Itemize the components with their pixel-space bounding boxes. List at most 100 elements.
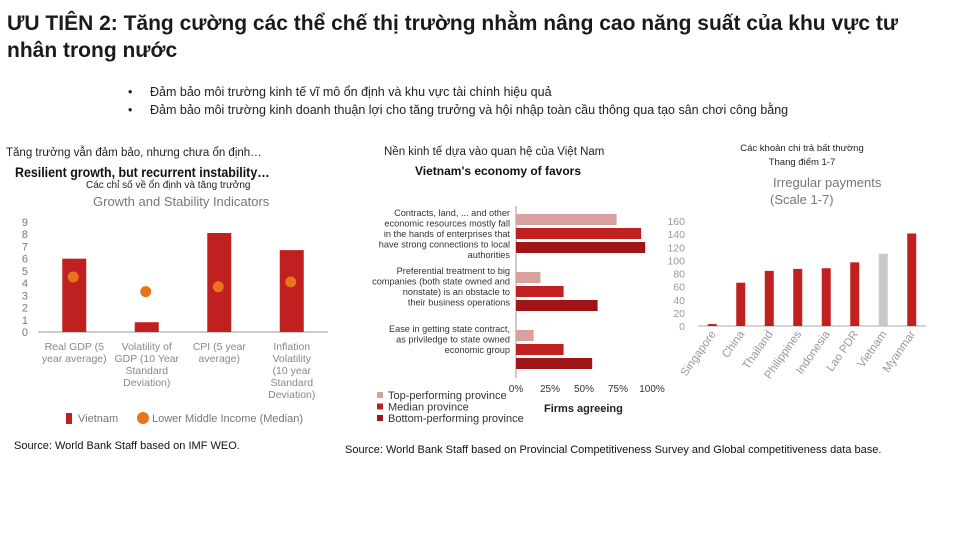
y-tick-label: 60 <box>673 282 685 294</box>
point-lmi-median <box>140 286 152 298</box>
bar-vietnam <box>279 250 304 332</box>
x-tick-label: Standard <box>125 365 168 377</box>
bullet-text: Đảm bảo môi trường kinh doanh thuận lợi … <box>150 102 789 117</box>
y-category-label: have strong connections to local <box>379 240 510 250</box>
y-category-label: Ease in getting state contract, <box>389 324 510 334</box>
x-tick-label: Singapore <box>679 329 719 379</box>
x-tick-label: (10 year <box>272 365 311 377</box>
bar-bottom <box>516 358 593 369</box>
left-en-sub: Growth and Stability Indicators <box>93 194 270 209</box>
right-en-title: Irregular payments <box>773 175 882 190</box>
bullet-item: • Đảm bảo môi trường kinh tế vĩ mô ổn đị… <box>128 84 848 102</box>
bullet-list: • Đảm bảo môi trường kinh tế vĩ mô ổn đị… <box>128 84 848 119</box>
legend-swatch <box>377 415 383 421</box>
bar-thailand <box>764 270 774 326</box>
bar-bottom <box>516 300 598 311</box>
y-category-label: Preferential treatment to big <box>397 266 510 276</box>
y-tick-label: 20 <box>673 308 685 320</box>
legend-label-vietnam: Vietnam <box>78 413 118 425</box>
y-category-label: economic group <box>445 345 510 355</box>
y-category-label: companies (both state owned and <box>372 277 510 287</box>
x-tick-label: China <box>720 328 747 360</box>
bullet-text: Đảm bảo môi trường kinh tế vĩ mô ổn định… <box>150 85 552 99</box>
middle-source: Source: World Bank Staff based on Provin… <box>345 444 882 456</box>
x-tick-label: Deviation) <box>123 377 170 389</box>
y-tick-label: 7 <box>22 241 28 253</box>
left-vn-caption: Tăng trưởng vẫn đảm bảo, nhưng chưa ổn đ… <box>6 147 262 159</box>
bar-vietnam <box>134 322 159 332</box>
x-tick-label: 100% <box>639 384 665 395</box>
bar-indonesia <box>821 268 831 326</box>
bar-philippines <box>793 268 803 326</box>
right-en-sub: (Scale 1-7) <box>770 192 834 207</box>
y-tick-label: 120 <box>667 242 685 254</box>
y-tick-label: 80 <box>673 269 685 281</box>
y-tick-label: 5 <box>22 266 28 278</box>
legend-label-lmi: Lower Middle Income (Median) <box>152 413 303 425</box>
x-tick-label: GDP (10 Year <box>114 353 179 365</box>
legend-label: Median province <box>388 402 469 414</box>
bar-myanmar <box>907 233 917 326</box>
bar-bottom <box>516 242 646 253</box>
y-tick-label: 40 <box>673 295 685 307</box>
legend-label: Bottom-performing province <box>388 413 524 425</box>
y-tick-label: 3 <box>22 290 28 302</box>
y-tick-label: 1 <box>22 315 28 327</box>
middle-vn-caption: Nền kinh tế dựa vào quan hệ của Việt Nam <box>384 146 605 158</box>
bar-top <box>516 330 534 341</box>
y-tick-label: 6 <box>22 254 28 266</box>
y-tick-label: 160 <box>667 216 685 228</box>
x-tick-label: average) <box>199 353 240 365</box>
x-tick-label: 75% <box>608 384 628 395</box>
y-category-label: their business operations <box>408 298 511 308</box>
bullet-item: • Đảm bảo môi trường kinh doanh thuận lợ… <box>128 102 848 120</box>
x-tick-label: year average) <box>42 353 107 365</box>
x-tick-label: Deviation) <box>268 389 315 401</box>
legend-swatch-lmi <box>137 412 149 424</box>
bullet-dot: • <box>128 102 133 117</box>
legend-label: Top-performing province <box>388 390 507 402</box>
bar-vietnam <box>62 258 87 332</box>
point-lmi-median <box>67 271 79 283</box>
y-tick-label: 140 <box>667 229 685 241</box>
point-lmi-median <box>285 276 297 288</box>
point-lmi-median <box>212 281 224 293</box>
left-source: Source: World Bank Staff based on IMF WE… <box>14 440 240 452</box>
bullet-dot: • <box>128 85 133 99</box>
x-tick-label: Volatility of <box>122 341 172 353</box>
bar-china <box>736 282 746 326</box>
y-tick-label: 0 <box>22 327 28 339</box>
x-axis-title: Firms agreeing <box>544 403 623 415</box>
middle-en-title: Vietnam's economy of favors <box>415 164 582 178</box>
left-vn-sub: Các chỉ số về ổn định và tăng trưởng <box>86 180 251 191</box>
y-tick-label: 4 <box>22 278 28 290</box>
y-tick-label: 2 <box>22 303 28 315</box>
right-vn-caption-1: Các khoản chi trả bất thường <box>740 143 864 154</box>
bar-median <box>516 344 564 355</box>
x-tick-label: Standard <box>270 377 313 389</box>
right-vn-caption-2: Thang điểm 1-7 <box>768 157 836 168</box>
x-tick-label: 25% <box>540 384 560 395</box>
bar-top <box>516 214 617 225</box>
y-category-label: authorities <box>468 250 511 260</box>
x-tick-label: 50% <box>574 384 594 395</box>
bar-singapore <box>707 324 717 326</box>
bar-median <box>516 228 642 239</box>
x-tick-label: Inflation <box>273 341 310 353</box>
x-tick-label: CPI (5 year <box>193 341 247 353</box>
y-category-label: in the hands of enterprises that <box>384 229 511 239</box>
x-tick-label: 0% <box>509 384 524 395</box>
y-category-label: as priviledge to state owned <box>396 335 510 345</box>
left-en-title: Resilient growth, but recurrent instabil… <box>15 165 270 180</box>
legend-swatch <box>377 403 383 410</box>
x-tick-label: Volatility <box>272 353 311 365</box>
y-category-label: economic resources mostly fall <box>384 219 510 229</box>
legend-swatch <box>377 392 383 398</box>
bar-median <box>516 286 564 297</box>
bar-vietnam <box>878 253 888 326</box>
y-tick-label: 100 <box>667 255 685 267</box>
y-category-label: Contracts, land, ... and other <box>394 208 510 218</box>
